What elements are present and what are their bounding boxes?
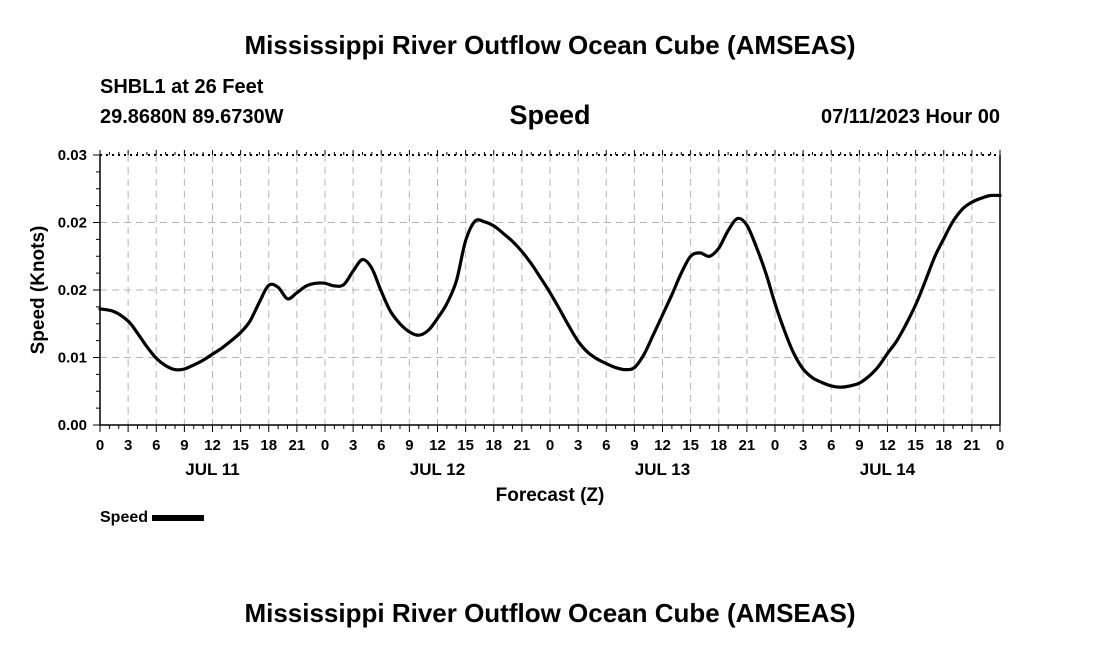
x-tick-label: 15 xyxy=(232,437,249,454)
x-tick-label: 18 xyxy=(935,437,952,454)
x-tick-label: 0 xyxy=(771,437,779,454)
x-tick-label: 15 xyxy=(457,437,474,454)
x-tick-label: 15 xyxy=(682,437,699,454)
x-tick-label: 6 xyxy=(827,437,835,454)
x-tick-label: 12 xyxy=(654,437,671,454)
station-label: SHBL1 at 26 Feet xyxy=(100,76,264,98)
x-tick-label: 12 xyxy=(879,437,896,454)
x-tick-label: 12 xyxy=(204,437,221,454)
legend: Speed xyxy=(100,509,205,527)
x-tick-label: 18 xyxy=(485,437,502,454)
x-tick-label: 9 xyxy=(405,437,413,454)
x-tick-label: 15 xyxy=(907,437,924,454)
legend-label: Speed xyxy=(100,509,149,526)
legend-line-swatch xyxy=(152,515,205,521)
x-tick-label: 0 xyxy=(321,437,329,454)
y-tick-label: 0.01 xyxy=(58,350,87,367)
y-tick-label: 0.03 xyxy=(58,147,87,164)
day-label: JUL 13 xyxy=(635,460,690,479)
speed-series-line xyxy=(98,193,1002,389)
x-tick-label: 6 xyxy=(377,437,385,454)
x-tick-label: 18 xyxy=(710,437,727,454)
x-tick-label: 21 xyxy=(964,437,981,454)
y-axis-label: Speed (Knots) xyxy=(28,226,49,355)
x-axis-label: Forecast (Z) xyxy=(496,485,605,506)
footer-title: Mississippi River Outflow Ocean Cube (AM… xyxy=(244,598,856,628)
x-tick-label: 9 xyxy=(630,437,638,454)
x-tick-label: 3 xyxy=(574,437,582,454)
datetime-label: 07/11/2023 Hour 00 xyxy=(820,106,1000,128)
coordinates-label: 29.8680N 89.6730W xyxy=(100,106,284,128)
y-tick-label: 0.02 xyxy=(58,282,87,299)
x-tick-label: 12 xyxy=(429,437,446,454)
x-tick-label: 21 xyxy=(739,437,756,454)
day-label: JUL 11 xyxy=(185,460,240,479)
x-tick-label: 3 xyxy=(349,437,357,454)
x-tick-label: 18 xyxy=(260,437,277,454)
x-tick-label: 6 xyxy=(602,437,610,454)
y-tick-label: 0.02 xyxy=(58,215,87,232)
x-tick-label: 21 xyxy=(289,437,306,454)
x-tick-label: 0 xyxy=(96,437,104,454)
day-label: JUL 12 xyxy=(410,460,465,479)
day-label: JUL 14 xyxy=(860,460,916,479)
x-tick-label: 3 xyxy=(799,437,807,454)
x-tick-label: 21 xyxy=(514,437,531,454)
x-tick-label: 9 xyxy=(180,437,188,454)
chart-title: Mississippi River Outflow Ocean Cube (AM… xyxy=(244,30,856,60)
variable-label: Speed xyxy=(509,100,591,130)
x-tick-label: 0 xyxy=(546,437,554,454)
y-tick-label: 0.00 xyxy=(58,417,87,434)
x-tick-label: 6 xyxy=(152,437,160,454)
x-tick-label: 9 xyxy=(855,437,863,454)
x-tick-label: 0 xyxy=(996,437,1004,454)
x-tick-label: 3 xyxy=(124,437,132,454)
